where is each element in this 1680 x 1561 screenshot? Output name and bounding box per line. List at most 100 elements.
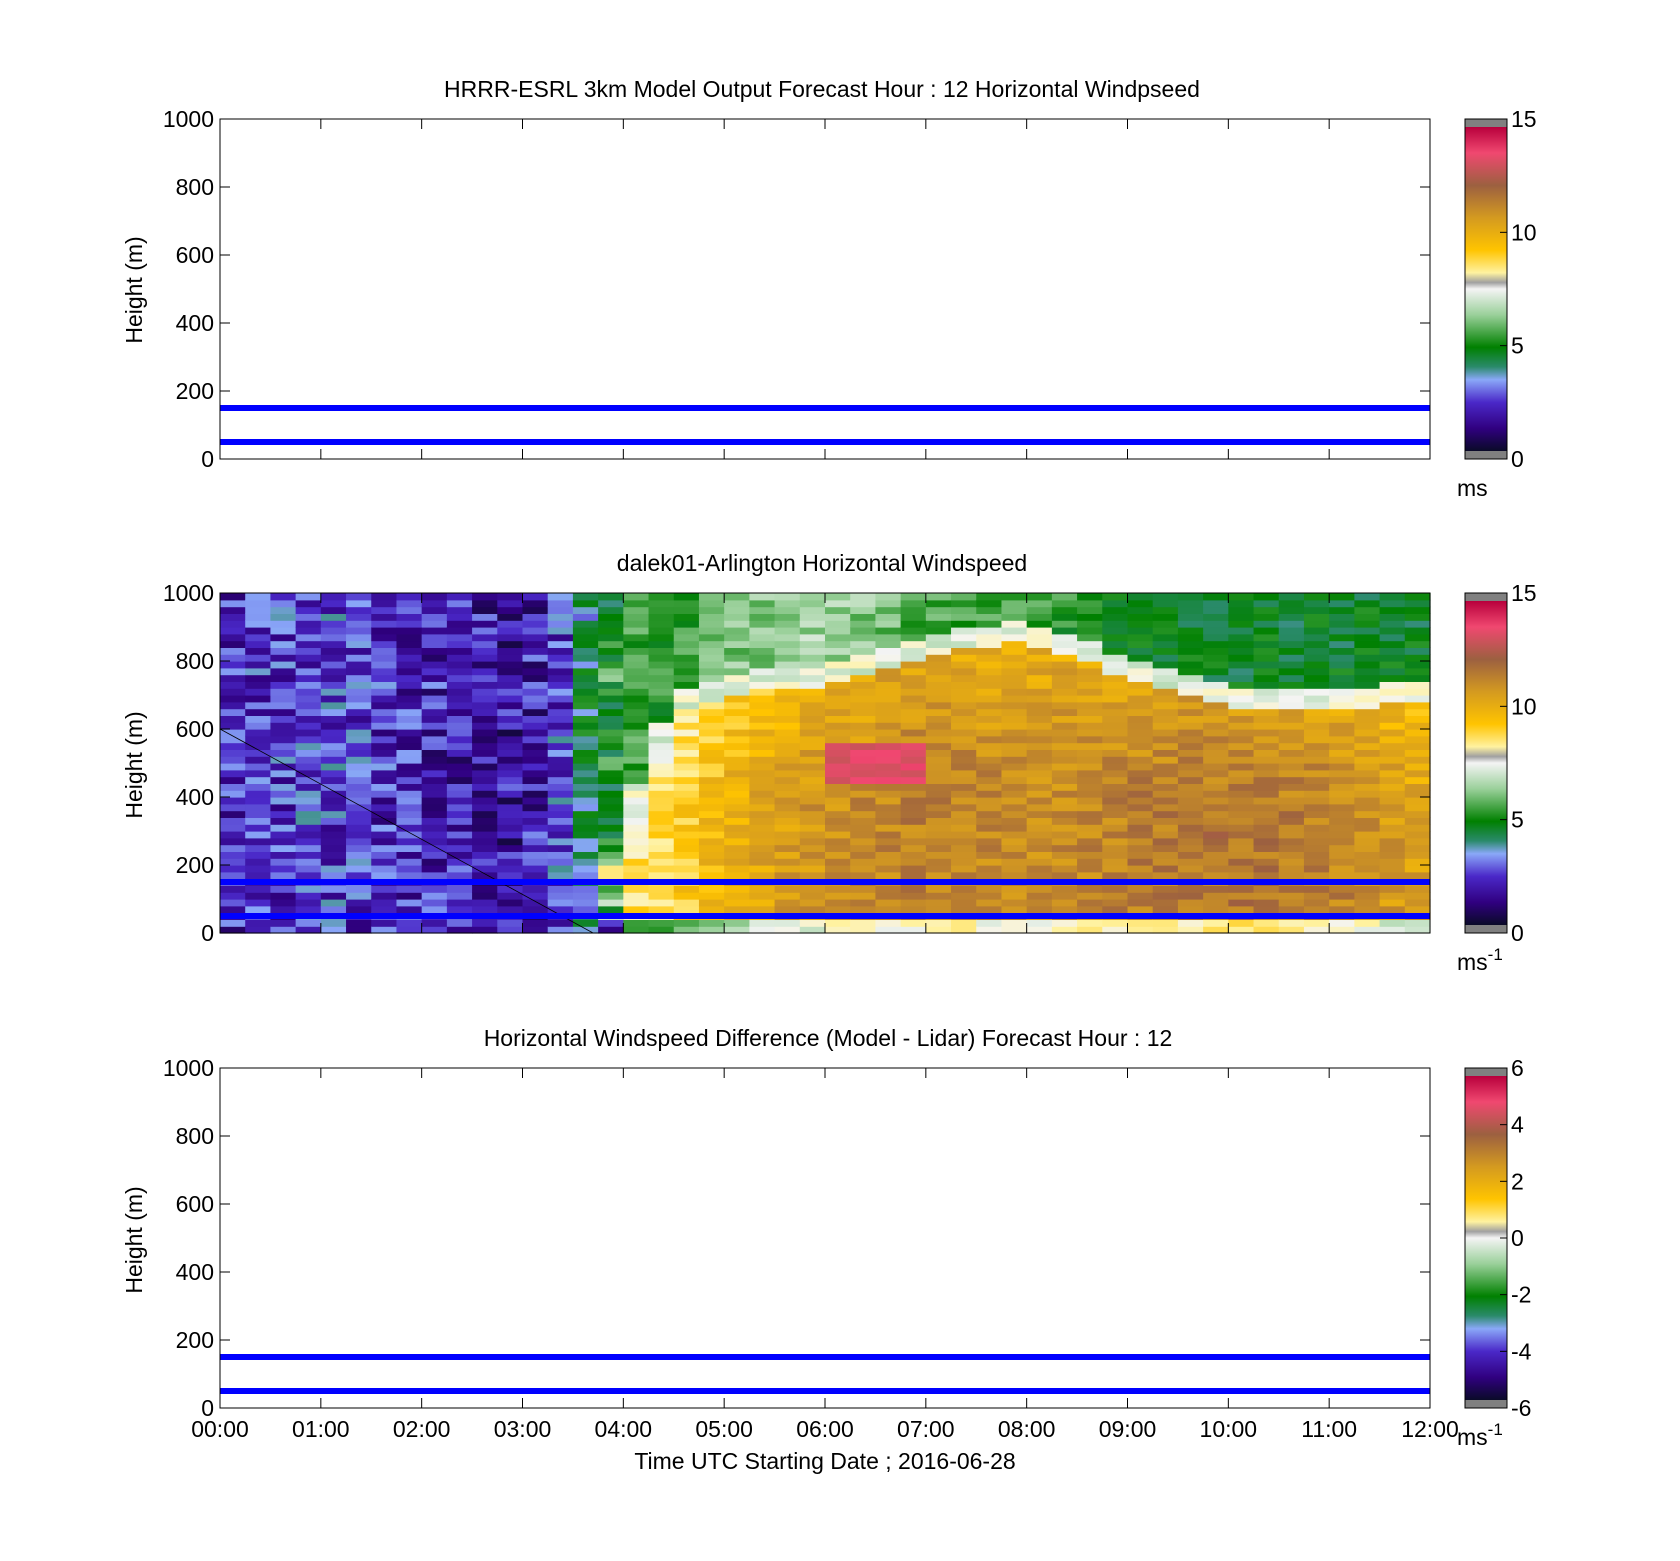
heatmap-cell: [421, 708, 448, 716]
heatmap-cell: [245, 722, 272, 730]
heatmap-cell: [396, 681, 423, 689]
heatmap-cell: [648, 899, 675, 907]
heatmap-cell: [1303, 688, 1330, 696]
heatmap-cell: [320, 708, 347, 716]
heatmap-cell: [799, 749, 826, 757]
heatmap-cell: [220, 742, 246, 750]
heatmap-cell: [774, 919, 801, 927]
heatmap-cell: [1278, 749, 1305, 757]
heatmap-cell: [900, 837, 927, 846]
heatmap-cell: [850, 803, 877, 812]
heatmap-cell: [951, 640, 977, 648]
heatmap-cell: [472, 769, 498, 778]
heatmap-cell: [698, 919, 725, 927]
heatmap-cell: [1152, 892, 1179, 900]
heatmap-cell: [850, 851, 877, 859]
heatmap-cell: [648, 776, 675, 784]
heatmap-cell: [320, 620, 347, 628]
heatmap-cell: [522, 803, 549, 812]
heatmap-cell: [1177, 654, 1204, 662]
heatmap-cell: [497, 742, 524, 750]
heatmap-cell: [1001, 661, 1028, 669]
heatmap-cell: [1404, 620, 1431, 628]
heatmap-cell: [346, 776, 372, 784]
heatmap-cell: [724, 647, 750, 655]
heatmap-cell: [346, 708, 372, 716]
heatmap-cell: [648, 783, 675, 791]
heatmap-cell: [1152, 715, 1179, 723]
heatmap-cell: [1051, 633, 1078, 642]
heatmap-cell: [245, 667, 272, 676]
heatmap-cell: [774, 667, 801, 676]
heatmap-cell: [976, 776, 1003, 784]
heatmap-cell: [1102, 681, 1129, 689]
heatmap-cell: [774, 899, 801, 907]
heatmap-cell: [472, 647, 498, 655]
heatmap-cell: [1404, 674, 1431, 682]
heatmap-cell: [270, 640, 297, 648]
heatmap-cell: [1026, 871, 1053, 880]
heatmap-cell: [1026, 749, 1053, 757]
heatmap-cell: [1001, 769, 1028, 778]
y-tick-label: 800: [176, 174, 214, 200]
guide-lines-2: [220, 879, 1430, 919]
heatmap-cell: [1051, 654, 1078, 662]
heatmap-cell: [497, 729, 524, 737]
heatmap-cell: [925, 749, 952, 757]
heatmap-cell: [295, 688, 322, 696]
y-tick-label: 400: [176, 784, 214, 810]
heatmap-cell: [698, 708, 725, 716]
heatmap-cell: [825, 892, 851, 900]
heatmap-cell: [220, 701, 246, 710]
x-tick-label: 04:00: [595, 1416, 653, 1442]
heatmap-cell: [396, 667, 423, 676]
heatmap-cell: [875, 695, 902, 703]
heatmap-cell: [1228, 905, 1255, 914]
heatmap-cell: [1051, 892, 1078, 900]
y-axis-label-1: Height (m): [121, 236, 147, 343]
heatmap-cell: [673, 899, 700, 907]
heatmap-cell: [320, 735, 347, 744]
heatmap-cell: [547, 708, 574, 716]
heatmap-cell: [1001, 715, 1028, 723]
heatmap-cell: [1228, 735, 1255, 744]
heatmap-cell: [1379, 769, 1406, 778]
heatmap-cell: [371, 708, 398, 716]
heatmap-cell: [799, 885, 826, 893]
heatmap-cell: [1354, 701, 1381, 710]
heatmap-cell: [472, 844, 498, 852]
heatmap-cell: [749, 905, 776, 914]
heatmap-cell: [598, 837, 624, 846]
heatmap-cell: [850, 606, 877, 614]
heatmap-cell: [1077, 681, 1103, 689]
heatmap-cell: [1203, 688, 1229, 696]
heatmap-cell: [1177, 606, 1204, 614]
heatmap-cell: [1228, 817, 1255, 825]
heatmap-cell: [547, 593, 574, 601]
heatmap-cell: [976, 865, 1003, 873]
heatmap-cell: [371, 783, 398, 791]
heatmap-cell: [1077, 790, 1103, 798]
heatmap-cell: [724, 633, 750, 642]
heatmap-cell: [497, 844, 524, 852]
colorbar-cap-bottom: [1465, 925, 1507, 933]
heatmap-cell: [1127, 919, 1154, 927]
heatmap-cell: [522, 858, 549, 866]
heatmap-cell: [446, 620, 473, 628]
heatmap-cell: [1127, 817, 1154, 825]
heatmap-cell: [875, 627, 902, 635]
heatmap-cell: [1329, 905, 1355, 914]
heatmap-cell: [1329, 620, 1355, 628]
heatmap-cell: [1001, 695, 1028, 703]
heatmap-cell: [825, 919, 851, 927]
heatmap-cell: [220, 708, 246, 716]
heatmap-cell: [799, 899, 826, 907]
heatmap-cell: [320, 715, 347, 723]
heatmap-cell: [547, 831, 574, 839]
heatmap-cell: [1329, 756, 1355, 764]
heatmap-cell: [875, 599, 902, 608]
heatmap-cell: [1253, 695, 1280, 703]
heatmap-cell: [346, 844, 372, 852]
heatmap-cell: [1026, 905, 1053, 914]
heatmap-cell: [421, 715, 448, 723]
